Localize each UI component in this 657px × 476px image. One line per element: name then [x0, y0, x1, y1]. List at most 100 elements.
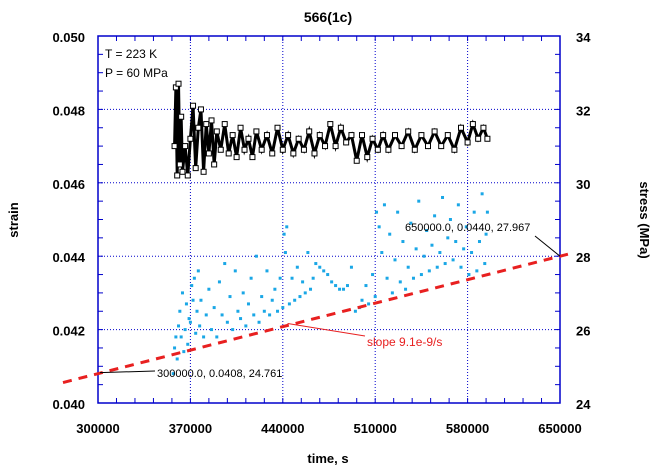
stress-point	[458, 124, 464, 131]
strain-point	[175, 357, 179, 361]
plot-frame	[97, 35, 561, 404]
strain-point	[419, 273, 423, 277]
slope-label: slope 9.1e-9/s	[367, 335, 442, 349]
y2-tick-label: 34	[576, 30, 591, 45]
stress-point	[431, 128, 438, 135]
x-tick-label: 510000	[354, 421, 397, 436]
stress-point	[484, 135, 491, 142]
strain-point	[225, 320, 229, 324]
stress-point	[306, 128, 313, 135]
strain-point	[404, 287, 408, 291]
strain-point	[385, 276, 389, 280]
strain-point	[171, 372, 175, 376]
stress-point	[279, 146, 286, 153]
strain-point	[360, 298, 364, 302]
strain-point	[411, 276, 415, 280]
strain-point	[342, 287, 346, 291]
strain-point	[345, 284, 349, 288]
strain-point	[306, 251, 310, 255]
strain-point	[380, 251, 384, 255]
strain-point	[236, 309, 240, 313]
stress-point	[174, 172, 181, 179]
stress-point	[203, 121, 210, 128]
stress-point	[205, 150, 212, 157]
strain-point	[301, 280, 305, 284]
strain-point	[477, 240, 481, 244]
strain-point	[470, 251, 474, 255]
stress-point	[192, 165, 199, 172]
strain-point	[254, 254, 258, 258]
y-tick-label: 0.048	[52, 103, 85, 118]
strain-point	[223, 262, 227, 266]
stress-point	[311, 150, 318, 157]
strain-point	[467, 273, 471, 277]
strain-point	[252, 313, 256, 317]
strain-point	[198, 324, 202, 328]
strain-point	[441, 195, 445, 199]
strain-point	[454, 240, 458, 244]
y2-tick-label: 32	[576, 103, 590, 118]
stress-line	[173, 83, 489, 176]
strain-point	[318, 265, 322, 269]
stress-point	[241, 146, 248, 153]
stress-point	[175, 80, 182, 87]
strain-point	[425, 229, 429, 233]
stress-point	[364, 154, 371, 161]
stress-point	[316, 132, 323, 139]
strain-point	[330, 280, 334, 284]
strain-point	[287, 302, 291, 306]
strain-point	[231, 328, 235, 332]
stress-point	[385, 146, 392, 153]
y-tick-label: 0.040	[52, 397, 85, 412]
strain-point	[472, 210, 476, 214]
strain-point	[484, 232, 488, 236]
strain-point	[382, 203, 386, 207]
stress-point	[322, 143, 329, 150]
stress-point	[182, 143, 189, 150]
strain-point	[353, 309, 357, 313]
strain-point	[290, 276, 294, 280]
strain-point	[270, 298, 274, 302]
strain-point	[276, 309, 280, 313]
stress-point	[217, 146, 224, 153]
strain-point	[295, 265, 299, 269]
strain-point	[303, 291, 307, 295]
strain-point	[314, 262, 318, 266]
strain-point	[217, 280, 221, 284]
strain-point	[187, 317, 191, 321]
strain-point	[375, 210, 379, 214]
stress-point	[480, 124, 487, 131]
strain-point	[188, 320, 192, 324]
strain-point	[177, 324, 181, 328]
strain-point	[194, 331, 198, 335]
stress-point	[213, 128, 220, 135]
strain-point	[183, 328, 187, 332]
stress-point	[475, 135, 482, 142]
y-tick-label: 0.050	[52, 30, 85, 45]
strain-point	[210, 328, 214, 332]
stress-point	[285, 132, 292, 139]
strain-point	[334, 284, 338, 288]
strain-point	[414, 247, 418, 251]
stress-point	[249, 154, 256, 161]
strain-point	[456, 203, 460, 207]
strain-point	[293, 298, 297, 302]
stress-point	[438, 143, 445, 150]
strain-point	[241, 291, 245, 295]
x-axis-label: time, s	[307, 451, 348, 466]
stress-point	[195, 124, 202, 131]
strain-point	[199, 298, 203, 302]
stress-point	[179, 168, 186, 175]
stress-point	[225, 150, 232, 157]
y2-tick-label: 26	[576, 324, 590, 339]
strain-point	[349, 265, 353, 269]
strain-point	[388, 232, 392, 236]
x-tick-label: 580000	[446, 421, 489, 436]
strain-point	[249, 276, 253, 280]
strain-point	[195, 309, 199, 313]
stress-point	[418, 132, 425, 139]
strain-point	[228, 295, 232, 299]
stress-point	[274, 124, 281, 131]
stress-point	[380, 132, 387, 139]
